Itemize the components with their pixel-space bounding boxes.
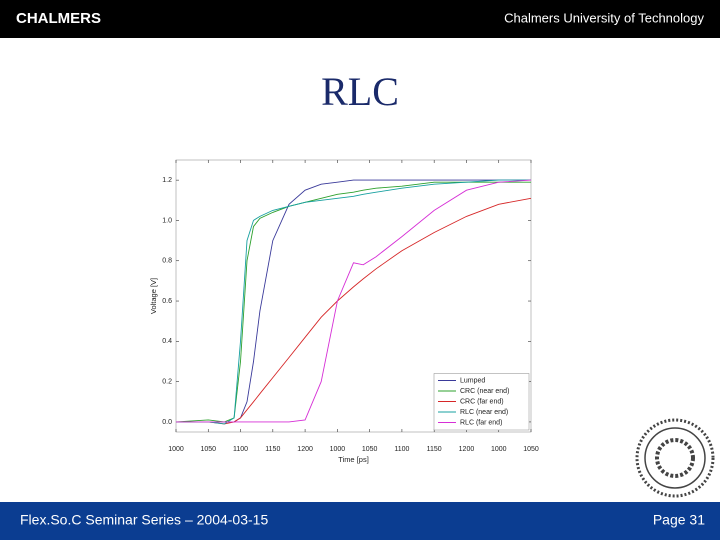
x-axis-label: Time [ps] [338,455,369,464]
x-tick-label: 1000 [491,446,507,453]
series-line [176,197,532,425]
x-tick-label: 1000 [330,446,346,453]
y-tick-label: 1.0 [162,217,172,224]
header-bar [0,0,720,38]
y-tick-label: 0.2 [162,378,172,385]
x-tick-label: 1150 [427,446,442,453]
x-tick-label: 1200 [297,446,313,453]
y-tick-label: 1.2 [162,177,172,184]
legend-label: RLC (near end) [460,409,508,416]
y-tick-label: 0.8 [162,258,172,265]
x-tick-label: 1150 [265,446,280,453]
chart: 0.0 0.2 0.4 0.6 0.8 1.0 1.2 1000 1050 1100 1150 120… [149,160,539,464]
legend-label: CRC (far end) [460,398,504,405]
x-tick-label: 1000 [168,446,184,453]
x-tick-label: 1100 [233,446,248,453]
x-tick-label: 1050 [523,446,539,453]
x-tick-label: 1200 [459,446,475,453]
page-number: Page 31 [653,512,705,528]
seal [635,418,715,498]
x-tick-label: 1100 [394,446,409,453]
x-tick-label: 1050 [362,446,378,453]
y-tick-label: 0.6 [162,298,172,305]
footer-text: Flex.So.C Seminar Series – 2004-03-15 [20,512,268,528]
legend-label: RLC (far end) [460,419,502,426]
y-tick-label: 0.0 [162,419,172,426]
legend-label: Lumped [460,377,485,384]
y-axis-label: Voltage [V] [149,278,158,314]
x-tick-label: 1050 [200,446,216,453]
series-line [176,179,532,423]
slide-title: RLC [321,69,399,114]
header-text: Chalmers University of Technology [504,10,704,25]
logo: CHALMERS [16,10,101,27]
series-line [176,179,531,425]
legend-label: CRC (near end) [460,388,509,395]
footer-bar [0,502,720,540]
y-tick-label: 0.4 [162,338,172,345]
